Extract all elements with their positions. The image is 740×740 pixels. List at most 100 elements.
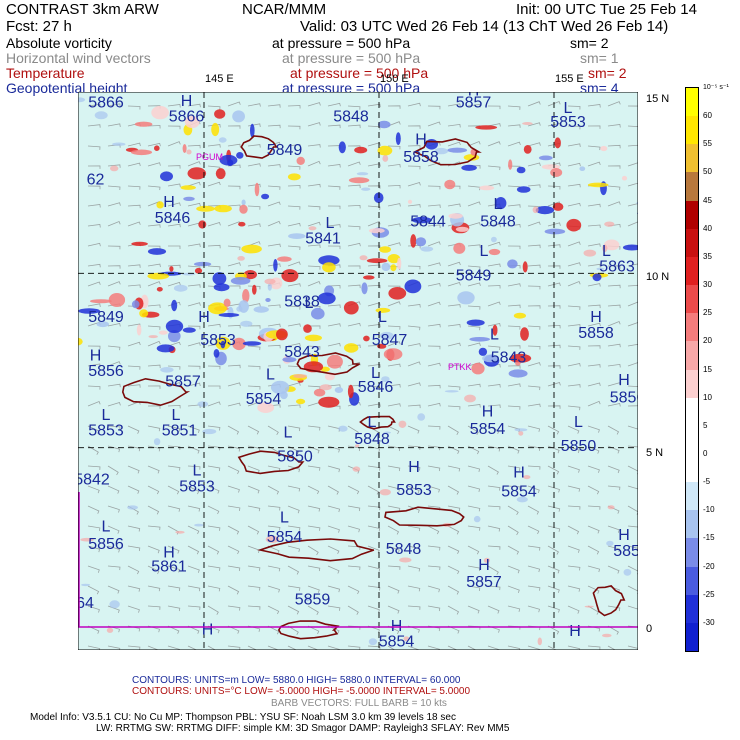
height-value: 5863 xyxy=(599,259,635,276)
colorbar-tick-label: 0 xyxy=(703,448,708,458)
barb-info: BARB VECTORS: FULL BARB = 10 kts xyxy=(271,698,447,709)
colorbar-tick-label: -5 xyxy=(703,477,711,487)
colorbar-tick-label: 15 xyxy=(703,364,712,374)
lon-label-145: 145 E xyxy=(205,73,234,85)
height-value: 5846 xyxy=(358,379,394,396)
low-marker: L xyxy=(490,327,499,344)
low-marker: L xyxy=(368,414,377,431)
height-value: 64 xyxy=(78,595,94,612)
lon-label-150: 150 E xyxy=(380,73,409,85)
colorbar-bin xyxy=(686,594,698,624)
lat-label-5n: 5 N xyxy=(646,447,664,459)
height-value: 5858 xyxy=(403,149,439,166)
low-marker: L xyxy=(371,365,380,382)
colorbar-bin xyxy=(686,622,698,652)
height-value: 5856 xyxy=(88,363,124,380)
colorbar-tick-label: -30 xyxy=(703,617,715,627)
colorbar-tick-label: -25 xyxy=(703,589,715,599)
colorbar-tick-label: 40 xyxy=(703,223,712,233)
field-name-vorticity: Absolute vorticity xyxy=(6,35,112,51)
height-value: 5857 xyxy=(466,574,502,591)
high-marker: H xyxy=(478,557,490,574)
low-marker: L xyxy=(193,463,202,480)
high-marker: H xyxy=(590,309,602,326)
high-marker: H xyxy=(569,623,581,640)
height-value: 5854 xyxy=(267,529,303,546)
forecast-hour: Fcst: 27 h xyxy=(6,18,72,35)
height-value: 5856 xyxy=(610,389,638,406)
lat-label-10n: 10 N xyxy=(646,271,670,283)
colorbar-tick-label: 5 xyxy=(703,420,708,430)
height-value: 5844 xyxy=(410,213,446,230)
colorbar-bin xyxy=(686,453,698,483)
lon-label-155: 155 E xyxy=(555,73,584,85)
colorbar-bin xyxy=(686,172,698,201)
height-value: 5853 xyxy=(88,423,124,440)
latlon-grid xyxy=(78,92,638,650)
colorbar-bin xyxy=(686,200,698,230)
colorbar-tick-label: -15 xyxy=(703,533,715,543)
field-name-temperature: Temperature xyxy=(6,65,85,81)
height-value: 5861 xyxy=(151,559,187,576)
height-value: 5854 xyxy=(613,543,638,560)
colorbar-tick-label: 30 xyxy=(703,280,712,289)
lat-label-0: 0 xyxy=(646,623,653,635)
high-marker: H xyxy=(468,92,480,100)
height-value: 5851 xyxy=(162,423,198,440)
height-value: 5843 xyxy=(491,349,527,366)
low-marker: L xyxy=(574,414,583,431)
temperature-contours xyxy=(121,135,626,640)
colorbar-bin xyxy=(686,228,698,258)
height-value: 5838 xyxy=(284,294,320,311)
low-marker: L xyxy=(326,215,335,232)
colorbar-bin xyxy=(686,88,698,117)
colorbar-tick-label: 25 xyxy=(703,308,712,318)
height-value: 5853 xyxy=(200,332,236,349)
colorbar-bin xyxy=(686,566,698,596)
low-marker: L xyxy=(378,309,387,326)
height-value: 5849 xyxy=(267,142,303,159)
colorbar-tick-label: 50 xyxy=(703,167,712,177)
height-value: 5866 xyxy=(169,109,205,126)
height-value: 5854 xyxy=(246,391,282,408)
low-marker: L xyxy=(602,243,611,260)
height-value: 5847 xyxy=(372,332,408,349)
height-value: 5841 xyxy=(305,231,341,248)
high-marker: H xyxy=(163,194,175,211)
low-marker: L xyxy=(280,510,289,527)
colorbar-bin xyxy=(686,538,698,567)
height-labels: H5866586658485849H5857L5853H585862H5846L… xyxy=(78,92,638,650)
high-marker: H xyxy=(163,545,175,562)
height-value: 5859 xyxy=(295,592,331,609)
field-name-wind: Horizontal wind vectors xyxy=(6,50,151,66)
colorbar-tick-label: 35 xyxy=(703,251,712,261)
height-value: 5866 xyxy=(88,95,124,112)
field-smooth-wind: sm= 1 xyxy=(580,50,619,66)
colorbar-bin xyxy=(686,116,698,145)
height-value: 5848 xyxy=(386,541,422,558)
model-info-line2: LW: RRTMG SW: RRTMG DIFF: simple KM: 3D … xyxy=(96,723,510,734)
colorbar-bin xyxy=(686,482,698,511)
colorbar-bin xyxy=(686,256,698,286)
height-value: 5857 xyxy=(456,95,492,112)
height-value: 5854 xyxy=(379,634,415,651)
low-marker: L xyxy=(172,407,181,424)
high-marker: H xyxy=(482,403,494,420)
low-marker: L xyxy=(480,243,489,260)
colorbar-bin xyxy=(686,144,698,173)
height-value: 5850 xyxy=(277,449,313,466)
lat-label-15n: 15 N xyxy=(646,93,670,105)
init-time: Init: 00 UTC Tue 25 Feb 14 xyxy=(516,1,697,18)
colorbar-tick-label: 20 xyxy=(703,336,712,346)
colorbar-bin xyxy=(686,341,698,370)
height-value: 5848 xyxy=(480,213,516,230)
colorbar-bin xyxy=(686,510,698,539)
high-marker: H xyxy=(90,348,102,365)
high-marker: H xyxy=(415,131,427,148)
height-value: 5854 xyxy=(470,421,506,438)
wind-barbs xyxy=(87,100,638,650)
high-marker: H xyxy=(618,372,630,389)
low-marker: L xyxy=(102,407,111,424)
colorbar-bin xyxy=(686,369,698,399)
height-value: 5843 xyxy=(284,344,320,361)
